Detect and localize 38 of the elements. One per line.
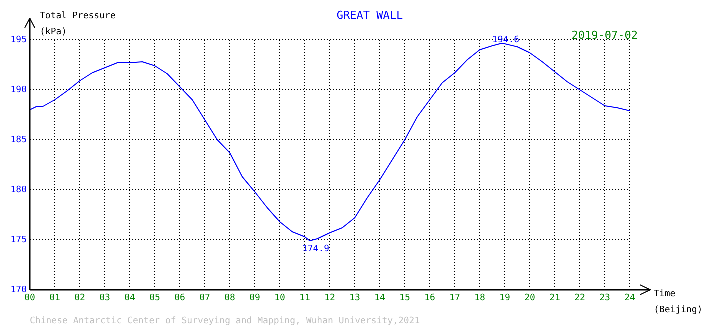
x-tick-label: 17 (450, 294, 460, 304)
x-tick-label: 08 (224, 294, 236, 304)
y-tick-label: 170 (10, 285, 27, 296)
x-tick-label: 22 (574, 294, 586, 304)
y-axis-title: Total Pressure (kPa) (40, 11, 116, 38)
annotation: 174.9 (302, 244, 330, 254)
x-tick-label: 13 (350, 294, 360, 304)
x-tick-label: 15 (400, 294, 410, 304)
x-tick-label: 01 (50, 294, 60, 304)
x-tick-label: 04 (124, 294, 136, 304)
x-tick-label: 11 (300, 294, 310, 304)
y-tick-label: 180 (10, 185, 27, 196)
y-tick-label: 185 (10, 135, 27, 146)
x-tick-label: 03 (100, 294, 110, 304)
x-tick-label: 09 (250, 294, 260, 304)
x-tick-label: 16 (424, 294, 436, 304)
annotation: 194.6 (492, 35, 520, 46)
annotation: 2019-07-02 (572, 28, 638, 42)
x-tick-label: 24 (624, 294, 636, 304)
x-tick-label: 07 (200, 294, 210, 304)
x-tick-label: 20 (524, 294, 536, 304)
x-tick-label: 21 (550, 294, 560, 304)
chart-title: GREAT WALL (336, 8, 404, 22)
x-tick-label: 02 (74, 294, 86, 304)
x-tick-label: 00 (24, 294, 36, 304)
x-tick-label: 12 (324, 294, 336, 304)
y-tick-label: 175 (10, 235, 27, 246)
x-tick-label: 19 (500, 294, 510, 304)
x-tick-label: 10 (274, 294, 286, 304)
y-tick-label: 190 (10, 85, 27, 96)
x-tick-label: 23 (600, 294, 610, 304)
x-tick-label: 06 (174, 294, 186, 304)
y-tick-label: 195 (10, 35, 27, 46)
text: Chinese Antarctic Center of Surveying and Mapping, Wuhan University,2021 (30, 316, 420, 326)
x-tick-label: 18 (474, 294, 486, 304)
x-tick-label: 05 (150, 294, 160, 304)
x-tick-label: 14 (374, 294, 386, 304)
x-axis-title: Time (Beijing) (654, 289, 703, 316)
